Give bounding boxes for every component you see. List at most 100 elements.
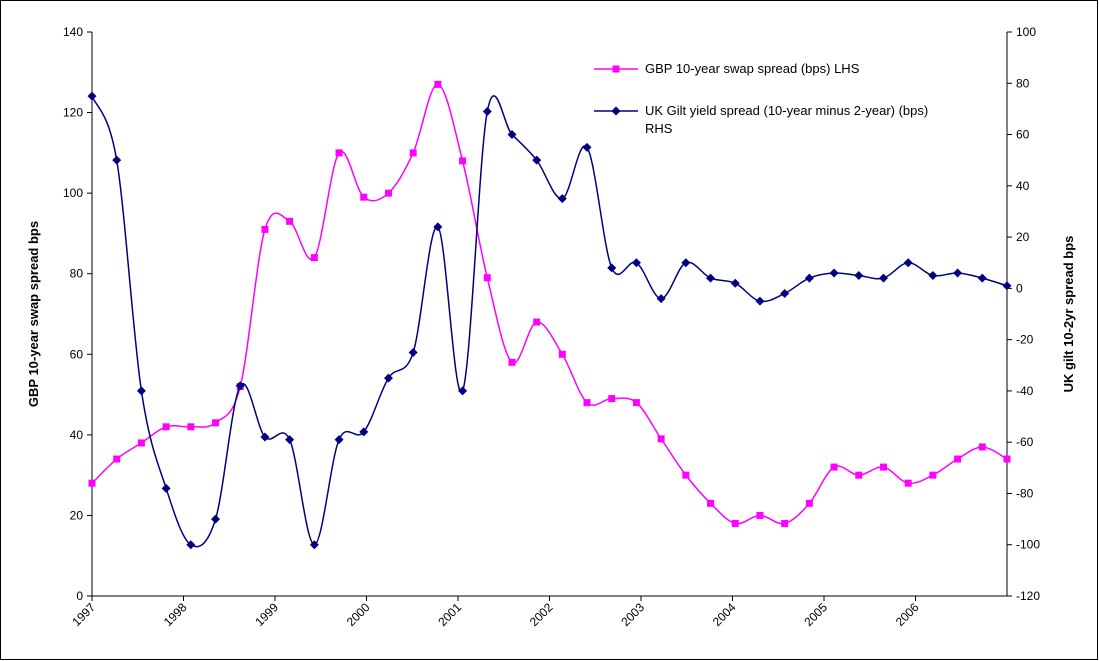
- marker: [483, 274, 491, 282]
- marker: [285, 435, 295, 445]
- y2-tick-label: -20: [1016, 333, 1034, 347]
- y2-tick-label: -60: [1016, 435, 1034, 449]
- marker: [583, 399, 591, 407]
- marker: [903, 258, 913, 268]
- marker: [731, 519, 739, 527]
- marker: [286, 217, 294, 225]
- marker: [805, 499, 813, 507]
- marker: [755, 296, 765, 306]
- marker: [261, 225, 269, 233]
- marker: [360, 193, 368, 201]
- marker: [334, 435, 344, 445]
- y2-tick-label: -120: [1016, 589, 1040, 603]
- marker: [136, 386, 146, 396]
- marker: [558, 350, 566, 358]
- marker: [682, 471, 690, 479]
- marker: [656, 294, 666, 304]
- y2-tick-label: -100: [1016, 538, 1040, 552]
- legend-label: GBP 10-year swap spread (bps) LHS: [645, 61, 860, 76]
- marker: [383, 373, 393, 383]
- y2-tick-label: -80: [1016, 486, 1034, 500]
- y-tick-label: 20: [70, 508, 84, 522]
- marker: [954, 455, 962, 463]
- marker: [309, 540, 319, 550]
- marker: [482, 106, 492, 116]
- y2-tick-label: 80: [1016, 76, 1030, 90]
- marker: [830, 463, 838, 471]
- marker: [186, 540, 196, 550]
- marker: [756, 511, 764, 519]
- y2-tick-label: 60: [1016, 128, 1030, 142]
- y-tick-label: 0: [76, 589, 83, 603]
- marker: [87, 91, 97, 101]
- marker: [977, 273, 987, 283]
- marker: [112, 155, 122, 165]
- marker: [459, 157, 467, 165]
- marker: [928, 271, 938, 281]
- marker: [162, 423, 170, 431]
- marker: [929, 471, 937, 479]
- marker: [235, 381, 245, 391]
- marker: [632, 399, 640, 407]
- marker: [780, 288, 790, 298]
- marker: [829, 268, 839, 278]
- marker: [384, 189, 392, 197]
- marker: [706, 273, 716, 283]
- y-tick-label: 120: [63, 106, 83, 120]
- marker: [1002, 281, 1012, 291]
- marker: [187, 423, 195, 431]
- marker: [408, 347, 418, 357]
- marker: [211, 514, 221, 524]
- y2-tick-label: -40: [1016, 384, 1034, 398]
- marker: [608, 395, 616, 403]
- marker: [359, 427, 369, 437]
- marker: [137, 439, 145, 447]
- marker: [557, 194, 567, 204]
- y2-axis-title: UK gilt 10-2yr spread bps: [1061, 236, 1076, 393]
- marker: [335, 149, 343, 157]
- marker: [260, 432, 270, 442]
- y2-tick-label: 100: [1016, 25, 1036, 39]
- marker: [730, 278, 740, 288]
- y-tick-label: 80: [70, 267, 84, 281]
- marker: [707, 499, 715, 507]
- marker: [607, 263, 617, 273]
- marker: [978, 443, 986, 451]
- marker: [88, 479, 96, 487]
- marker: [212, 419, 220, 427]
- y-tick-label: 40: [70, 428, 84, 442]
- y2-tick-label: 40: [1016, 179, 1030, 193]
- y-tick-label: 60: [70, 347, 84, 361]
- marker: [458, 386, 468, 396]
- marker: [409, 149, 417, 157]
- marker: [953, 268, 963, 278]
- legend-label: UK Gilt yield spread (10-year minus 2-ye…: [645, 103, 929, 136]
- marker: [879, 463, 887, 471]
- marker: [657, 435, 665, 443]
- y2-tick-label: 20: [1016, 230, 1030, 244]
- marker: [532, 155, 542, 165]
- marker: [611, 106, 621, 116]
- marker: [434, 80, 442, 88]
- marker: [507, 130, 517, 140]
- y-tick-label: 140: [63, 25, 83, 39]
- marker: [508, 358, 516, 366]
- y-tick-label: 100: [63, 186, 83, 200]
- marker: [612, 65, 620, 73]
- marker: [904, 479, 912, 487]
- marker: [582, 142, 592, 152]
- marker: [781, 519, 789, 527]
- marker: [631, 258, 641, 268]
- marker: [681, 258, 691, 268]
- marker: [310, 254, 318, 262]
- marker: [855, 471, 863, 479]
- marker: [113, 455, 121, 463]
- marker: [1003, 455, 1011, 463]
- marker: [804, 273, 814, 283]
- series-line: [91, 83, 1008, 525]
- marker: [161, 483, 171, 493]
- marker: [433, 222, 443, 232]
- y2-tick-label: 0: [1016, 281, 1023, 295]
- marker: [878, 273, 888, 283]
